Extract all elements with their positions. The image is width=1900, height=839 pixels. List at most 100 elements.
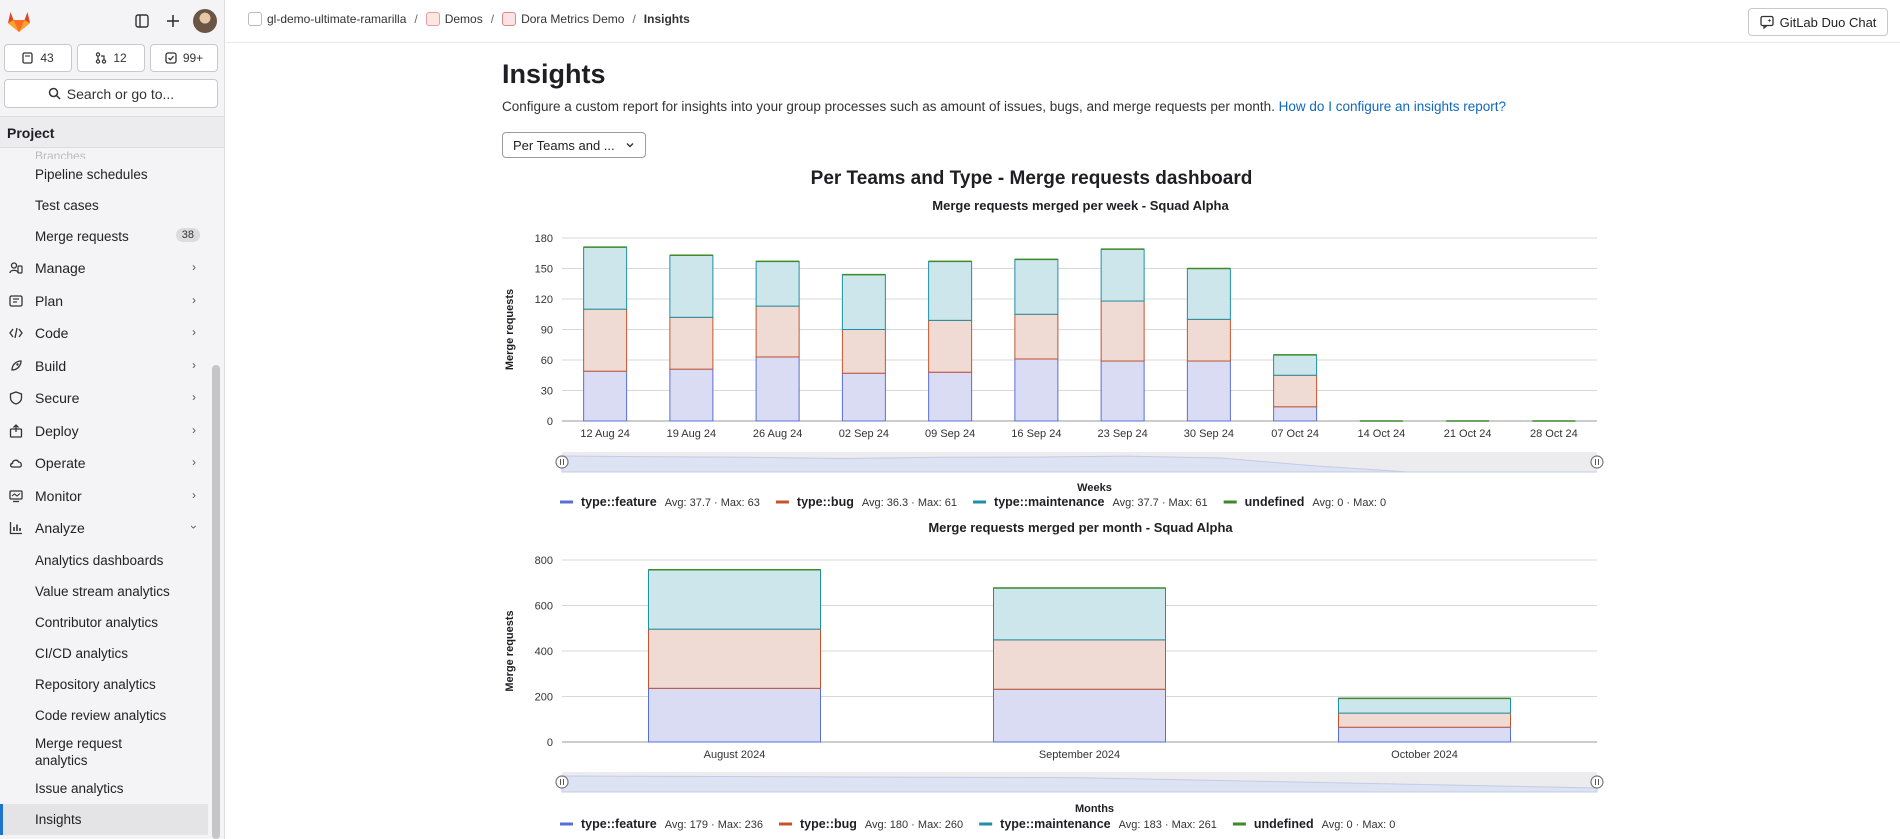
sidebar-item-merge-requests[interactable]: Merge requests 38: [0, 221, 208, 252]
bar-segment-bug[interactable]: [841, 329, 886, 374]
help-link[interactable]: How do I configure an insights report?: [1278, 99, 1507, 114]
bar-segment-maintenance[interactable]: [1186, 268, 1231, 320]
zoom-handle-left[interactable]: [555, 775, 569, 789]
chart-icon: [8, 520, 24, 536]
bar-segment-maintenance[interactable]: [841, 274, 886, 331]
gitlab-logo-icon[interactable]: [6, 9, 32, 33]
sidebar-item-code[interactable]: Code ›: [0, 317, 208, 350]
issues-count-button[interactable]: 43: [4, 44, 72, 72]
create-new-icon[interactable]: [161, 9, 185, 33]
bar-segment-feature[interactable]: [1338, 726, 1511, 743]
bar-segment-maintenance[interactable]: [1014, 258, 1059, 315]
sidebar-item-insights[interactable]: Insights: [0, 803, 208, 835]
merge-requests-count-button[interactable]: 12: [77, 44, 145, 72]
legend-series-name[interactable]: undefined: [1245, 495, 1305, 509]
zoom-handle-left[interactable]: [555, 455, 569, 469]
breadcrumb-item-demos[interactable]: Demos: [425, 12, 483, 26]
bar-segment-bug[interactable]: [583, 308, 628, 372]
bar-segment-bug[interactable]: [648, 628, 821, 689]
user-avatar[interactable]: [193, 9, 217, 33]
sidebar-item-build[interactable]: Build ›: [0, 350, 208, 383]
bar-segment-maintenance[interactable]: [928, 260, 973, 321]
bar-segment-bug[interactable]: [928, 319, 973, 373]
search-icon: [48, 87, 61, 100]
legend-series-name[interactable]: type::maintenance: [1000, 817, 1110, 831]
legend-series-name[interactable]: type::feature: [581, 495, 657, 509]
bar-segment-bug[interactable]: [1273, 374, 1318, 408]
legend-series-name[interactable]: undefined: [1254, 817, 1314, 831]
chevron-right-icon: ›: [192, 455, 196, 469]
sidebar-item-pipeline-schedules[interactable]: Pipeline schedules: [0, 159, 208, 190]
bar-segment-bug[interactable]: [669, 316, 714, 370]
sidebar-item-analyze[interactable]: Analyze ›: [0, 512, 208, 545]
bar-segment-feature[interactable]: [841, 372, 886, 422]
sidebar-item-manage[interactable]: Manage ›: [0, 252, 208, 285]
bar-segment-maintenance[interactable]: [669, 254, 714, 318]
bar-segment-feature[interactable]: [928, 371, 973, 422]
bar-segment-bug[interactable]: [1186, 318, 1231, 362]
sidebar-item-branches[interactable]: Branches: [35, 149, 86, 159]
sidebar-item-merge-request-analytics[interactable]: Merge request analytics: [0, 731, 208, 773]
dashboard-title: Per Teams and Type - Merge requests dash…: [810, 168, 1253, 189]
legend-series-name[interactable]: type::bug: [800, 817, 857, 831]
bar-segment-bug[interactable]: [1338, 712, 1511, 728]
bar-segment-maintenance[interactable]: [1100, 248, 1145, 302]
todos-count-button[interactable]: 99+: [150, 44, 218, 72]
legend-series-name[interactable]: type::bug: [797, 495, 854, 509]
legend-series-name[interactable]: type::feature: [581, 817, 657, 831]
bar-segment-feature[interactable]: [1186, 360, 1231, 422]
bar-segment-bug[interactable]: [993, 639, 1166, 690]
bar-segment-bug[interactable]: [1100, 300, 1145, 362]
x-tick-label: 23 Sep 24: [1098, 428, 1148, 440]
sidebar-item-repository-analytics[interactable]: Repository analytics: [0, 669, 208, 700]
sidebar-item-monitor[interactable]: Monitor ›: [0, 480, 208, 513]
sidebar-item-label: Deploy: [35, 422, 79, 439]
bar-segment-feature[interactable]: [1273, 406, 1318, 422]
sidebar-item-plan[interactable]: Plan ›: [0, 285, 208, 318]
sidebar-item-test-cases[interactable]: Test cases: [0, 190, 208, 221]
sidebar-item-deploy[interactable]: Deploy ›: [0, 415, 208, 448]
sidebar-scrollbar[interactable]: [212, 365, 220, 839]
top-bar: gl-demo-ultimate-ramarilla / Demos / Dor…: [226, 0, 1900, 43]
sidebar-item-analytics-dashboards[interactable]: Analytics dashboards: [0, 545, 208, 576]
sidebar-item-operate[interactable]: Operate ›: [0, 447, 208, 480]
bar-segment-bug[interactable]: [1014, 313, 1059, 360]
duo-chat-button[interactable]: GitLab Duo Chat: [1748, 8, 1888, 36]
bar-segment-feature[interactable]: [993, 688, 1166, 743]
y-tick-label: 90: [541, 325, 553, 337]
bar-segment-maintenance[interactable]: [648, 569, 821, 630]
bar-segment-feature[interactable]: [648, 687, 821, 743]
sidebar-item-cicd-analytics[interactable]: CI/CD analytics: [0, 638, 208, 669]
bar-segment-maintenance[interactable]: [1273, 354, 1318, 376]
toggle-sidebar-icon[interactable]: [130, 9, 154, 33]
bar-segment-maintenance[interactable]: [755, 260, 800, 307]
x-axis-label: Weeks: [1077, 482, 1112, 494]
breadcrumb-item-dora-metrics-demo[interactable]: Dora Metrics Demo: [502, 12, 624, 26]
breadcrumb-item-group[interactable]: gl-demo-ultimate-ramarilla: [248, 12, 406, 26]
bar-segment-feature[interactable]: [669, 368, 714, 422]
breadcrumb-separator: /: [414, 12, 418, 26]
sidebar-item-contributor-analytics[interactable]: Contributor analytics: [0, 607, 208, 638]
bar-segment-feature[interactable]: [1014, 358, 1059, 422]
report-select-dropdown[interactable]: Per Teams and ...: [502, 132, 646, 158]
bar-segment-maintenance[interactable]: [1338, 697, 1511, 714]
sidebar-item-value-stream-analytics[interactable]: Value stream analytics: [0, 576, 208, 607]
bar-segment-bug[interactable]: [755, 305, 800, 358]
search-button[interactable]: Search or go to...: [4, 79, 218, 108]
bar-segment-feature[interactable]: [583, 370, 628, 422]
sidebar-item-label: Operate: [35, 455, 86, 472]
x-tick-label: 16 Sep 24: [1011, 428, 1061, 440]
y-tick-label: 30: [541, 386, 553, 398]
bar-segment-feature[interactable]: [1100, 360, 1145, 422]
bar-segment-maintenance[interactable]: [993, 587, 1166, 641]
bar-segment-maintenance[interactable]: [583, 246, 628, 310]
sidebar-item-secure[interactable]: Secure ›: [0, 382, 208, 415]
y-axis-label: Merge requests: [504, 610, 516, 691]
sidebar-item-code-review-analytics[interactable]: Code review analytics: [0, 700, 208, 731]
sidebar-item-issue-analytics[interactable]: Issue analytics: [0, 773, 208, 804]
legend-series-name[interactable]: type::maintenance: [994, 495, 1104, 509]
breadcrumb-item-insights[interactable]: Insights: [644, 12, 690, 26]
bar-segment-feature[interactable]: [755, 356, 800, 422]
zoom-handle-right[interactable]: [1590, 775, 1604, 789]
zoom-handle-right[interactable]: [1590, 455, 1604, 469]
